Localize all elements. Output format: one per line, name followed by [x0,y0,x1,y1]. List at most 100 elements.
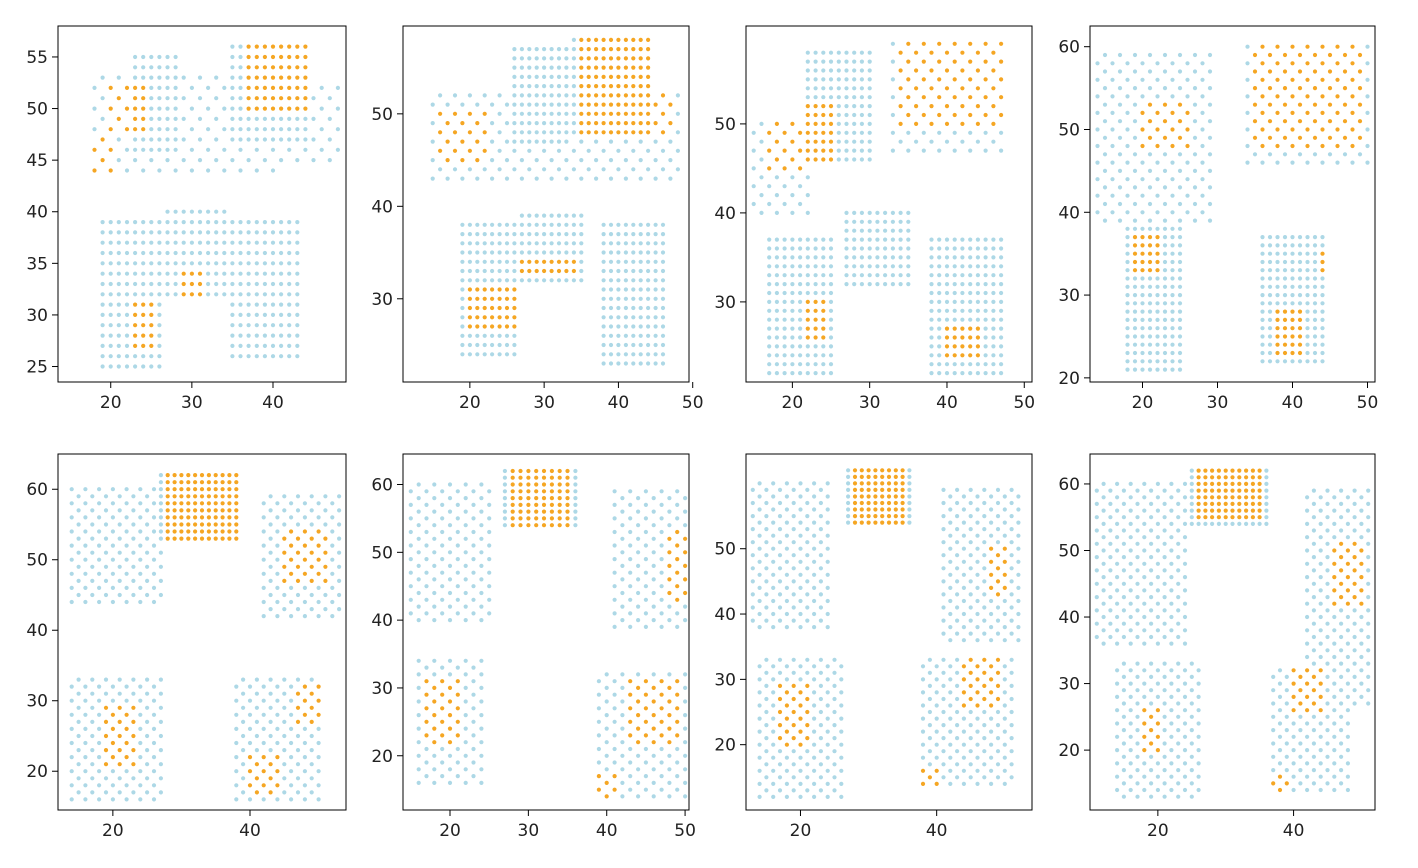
highlight-point [1196,475,1201,480]
background-point [482,278,487,283]
background-point [1297,235,1303,240]
background-point [890,148,896,153]
background-point [158,733,163,739]
background-point [601,222,606,227]
background-point [1245,94,1250,99]
background-point [467,268,472,274]
highlight-point [616,130,621,135]
background-point [991,246,996,251]
background-point [1128,734,1133,739]
background-point [875,264,880,269]
highlight-point [893,487,898,492]
background-point [968,500,973,506]
background-point [623,324,629,329]
background-point [173,230,178,235]
background-point [961,585,967,591]
highlight-point [475,296,480,301]
background-point [124,354,130,359]
background-point [941,775,946,780]
background-point [628,746,633,752]
background-point [941,723,946,728]
highlight-point [254,54,259,60]
background-point [771,729,776,734]
background-point [999,290,1004,296]
background-point [1325,661,1330,666]
background-point [983,326,988,331]
background-point [1155,694,1160,700]
highlight-point [631,37,636,43]
highlight-point [886,481,892,486]
background-point [289,614,294,619]
highlight-point [798,148,803,153]
background-point [83,684,88,689]
background-point [948,598,953,604]
highlight-point [631,102,636,107]
background-point [1182,495,1188,500]
background-point [767,264,772,269]
background-point [527,232,532,237]
background-point [790,353,795,358]
highlight-point [638,56,643,61]
highlight-point [968,344,973,349]
background-point [612,502,617,507]
background-point [157,333,162,338]
highlight-point [193,508,198,513]
background-point [1121,555,1126,560]
background-point [463,753,468,758]
background-point [1094,634,1099,640]
background-point [487,516,492,521]
background-point [844,95,849,100]
background-point [482,93,487,98]
background-point [1102,152,1108,157]
background-point [941,579,946,584]
background-point [1132,350,1138,356]
background-point [955,487,960,492]
background-point [519,222,525,227]
background-point [92,106,97,111]
highlight-point [995,553,1001,558]
highlight-point [287,54,292,60]
background-point [1135,621,1140,626]
background-point [504,121,510,126]
background-point [512,47,517,52]
highlight-point [683,577,688,582]
background-point [771,546,776,551]
background-point [157,312,162,317]
background-point [512,65,517,70]
highlight-point [608,56,614,61]
background-point [309,762,314,767]
background-point [1185,177,1190,182]
highlight-point [579,65,584,70]
background-point [608,278,614,283]
background-point [948,690,953,695]
background-point [527,148,532,153]
background-point [238,333,243,338]
highlight-point [254,75,259,80]
highlight-point [455,679,460,684]
background-point [750,487,755,492]
background-point [774,264,780,269]
background-point [1115,614,1120,620]
highlight-point [653,102,658,107]
highlight-point [886,520,892,525]
background-point [206,168,211,173]
highlight-point [1162,135,1168,140]
highlight-point [424,733,429,738]
background-point [825,572,830,577]
highlight-point [594,65,599,70]
highlight-point [1297,326,1303,331]
background-point [1177,334,1183,339]
highlight-point [805,121,810,126]
background-point [628,557,633,562]
background-point [757,481,762,486]
background-point [138,769,143,774]
highlight-point [968,353,973,358]
background-point [620,740,625,745]
background-point [519,56,525,61]
highlight-point [1216,468,1221,473]
background-point [1162,541,1167,546]
background-point [1140,301,1145,306]
highlight-point [675,597,680,602]
highlight-point [1132,251,1138,256]
background-point [181,250,186,256]
